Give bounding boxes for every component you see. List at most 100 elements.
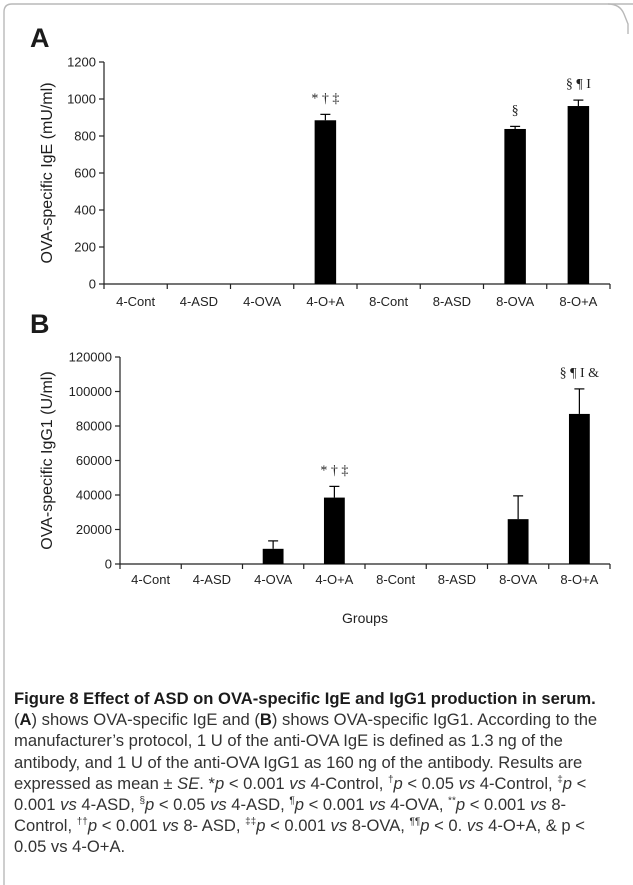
caption-text: ) shows OVA-specific IgE and ( bbox=[31, 710, 260, 730]
y-tick-label: 100000 bbox=[69, 384, 112, 399]
x-tick-label: 4-Cont bbox=[116, 294, 155, 309]
caption-text: < 0.05 bbox=[402, 773, 459, 793]
caption-panel-a-ref: A bbox=[19, 710, 32, 730]
panel-letter-a: A bbox=[30, 23, 50, 53]
caption-text: 8- Control, bbox=[14, 795, 567, 836]
figure-frame bbox=[3, 3, 633, 885]
caption-superscript: § bbox=[139, 795, 146, 807]
x-tick-label: 4-O+A bbox=[306, 294, 344, 309]
y-axis-label: OVA-specific IgG1 (U/ml) bbox=[39, 371, 56, 549]
caption-title: Figure 8 Effect of ASD on OVA-specific I… bbox=[14, 689, 596, 708]
significance-marker: * † ‡ bbox=[320, 463, 348, 478]
caption-italic: p bbox=[294, 795, 304, 815]
bar-4-OVA bbox=[262, 548, 284, 564]
caption-superscript: ‡ bbox=[557, 774, 563, 786]
y-tick-label: 600 bbox=[74, 166, 96, 181]
caption-italic: p bbox=[87, 816, 98, 836]
caption-italic: p bbox=[393, 773, 403, 793]
x-tick-label: 8-Cont bbox=[376, 572, 415, 587]
x-tick-label: 4-ASD bbox=[180, 294, 218, 309]
caption-superscript: †† bbox=[76, 816, 88, 828]
x-tick-label: 8-OVA bbox=[496, 294, 534, 309]
caption-text: 4-OVA, bbox=[385, 795, 449, 815]
significance-marker: § ¶ I & bbox=[560, 366, 600, 381]
bar-4-O+A bbox=[314, 120, 337, 285]
caption-text: < 0.001 bbox=[97, 816, 163, 836]
caption-italic: vs bbox=[289, 773, 306, 793]
caption-text: < 0.001 bbox=[304, 795, 370, 815]
caption-superscript: ** bbox=[448, 795, 456, 807]
bar-4-O+A bbox=[323, 497, 345, 564]
caption-italic: p bbox=[214, 773, 225, 793]
caption-italic: vs bbox=[162, 816, 179, 836]
x-tick-label: 8-O+A bbox=[559, 294, 597, 309]
caption-superscript: ¶¶ bbox=[409, 816, 421, 828]
caption-italic: p bbox=[256, 816, 266, 836]
x-tick-label: 8-Cont bbox=[369, 294, 408, 309]
caption-italic: p bbox=[562, 773, 573, 793]
significance-marker: * † ‡ bbox=[311, 91, 339, 106]
caption-text: 8-OVA, bbox=[347, 816, 410, 836]
caption-italic: vs bbox=[369, 795, 386, 815]
y-tick-label: 1200 bbox=[67, 55, 96, 70]
caption-text: 4-Control, bbox=[475, 773, 558, 793]
y-tick-label: 0 bbox=[89, 277, 96, 292]
y-tick-label: 200 bbox=[74, 240, 96, 255]
caption-text: < 0.001 bbox=[465, 795, 531, 815]
caption-italic: vs bbox=[458, 773, 476, 793]
x-tick-label: 8-OVA bbox=[499, 572, 537, 587]
caption-text: 4-ASD, bbox=[76, 795, 140, 815]
x-tick-label: 4-ASD bbox=[193, 572, 231, 587]
y-tick-label: 400 bbox=[74, 203, 96, 218]
bar-8-O+A bbox=[567, 106, 590, 284]
panel-b-chart: 0 20000 40000 60000 80000 100000 120000 4-Cont 4… bbox=[39, 350, 611, 626]
significance-marker: § ¶ I bbox=[566, 77, 591, 92]
bar-8-OVA bbox=[507, 519, 529, 564]
bar-8-O+A bbox=[568, 413, 590, 564]
y-tick-label: 60000 bbox=[76, 453, 112, 468]
caption-italic: vs bbox=[210, 795, 227, 815]
caption-superscript: ¶ bbox=[289, 795, 295, 807]
figure-caption: Figure 8 Effect of ASD on OVA-specific I… bbox=[14, 688, 616, 858]
caption-superscript: ‡‡ bbox=[245, 816, 257, 828]
caption-text: . * bbox=[199, 773, 215, 793]
caption-text: < 0.001 bbox=[265, 816, 331, 836]
caption-text: ( bbox=[14, 710, 20, 730]
y-tick-label: 40000 bbox=[76, 488, 112, 503]
bar-8-OVA bbox=[504, 128, 526, 284]
caption-text: < 0.05 bbox=[154, 795, 211, 815]
y-tick-label: 800 bbox=[74, 129, 96, 144]
x-tick-label: 8-ASD bbox=[438, 572, 476, 587]
caption-italic: vs bbox=[330, 816, 348, 836]
caption-italic: vs bbox=[466, 816, 484, 836]
figure-frame-tab bbox=[607, 3, 629, 34]
caption-italic: vs bbox=[60, 795, 77, 815]
caption-italic: p bbox=[455, 795, 466, 815]
y-tick-label: 120000 bbox=[69, 350, 112, 365]
y-tick-label: 1000 bbox=[67, 92, 96, 107]
caption-text: 4-O+A, & p < 0.05 vs 4-O+A. bbox=[14, 816, 585, 857]
x-axis-label: Groups bbox=[342, 610, 388, 626]
caption-text: 4-Control, bbox=[305, 773, 388, 793]
x-tick-label: 4-OVA bbox=[243, 294, 281, 309]
significance-marker: § bbox=[512, 103, 519, 118]
caption-text: < 0.001 bbox=[14, 773, 587, 815]
caption-text: < 0.001 bbox=[224, 773, 290, 793]
x-tick-label: 8-O+A bbox=[560, 572, 598, 587]
x-tick-label: 8-ASD bbox=[433, 294, 471, 309]
caption-italic: p bbox=[145, 795, 155, 815]
caption-italic: vs bbox=[530, 795, 547, 815]
y-tick-label: 20000 bbox=[76, 522, 112, 537]
caption-text: ) shows OVA-specific IgG1. According to … bbox=[14, 710, 598, 793]
y-tick-label: 0 bbox=[105, 557, 112, 572]
caption-text: 8- ASD, bbox=[178, 816, 246, 836]
x-tick-label: 4-O+A bbox=[315, 572, 353, 587]
x-tick-label: 4-OVA bbox=[254, 572, 292, 587]
caption-superscript: † bbox=[387, 774, 394, 786]
x-tick-label: 4-Cont bbox=[131, 572, 170, 587]
y-axis-label: OVA-specific IgE (mU/ml) bbox=[39, 82, 56, 263]
caption-text: 4-ASD, bbox=[226, 795, 290, 815]
y-tick-label: 80000 bbox=[76, 419, 112, 434]
panel-letter-b: B bbox=[30, 309, 50, 339]
